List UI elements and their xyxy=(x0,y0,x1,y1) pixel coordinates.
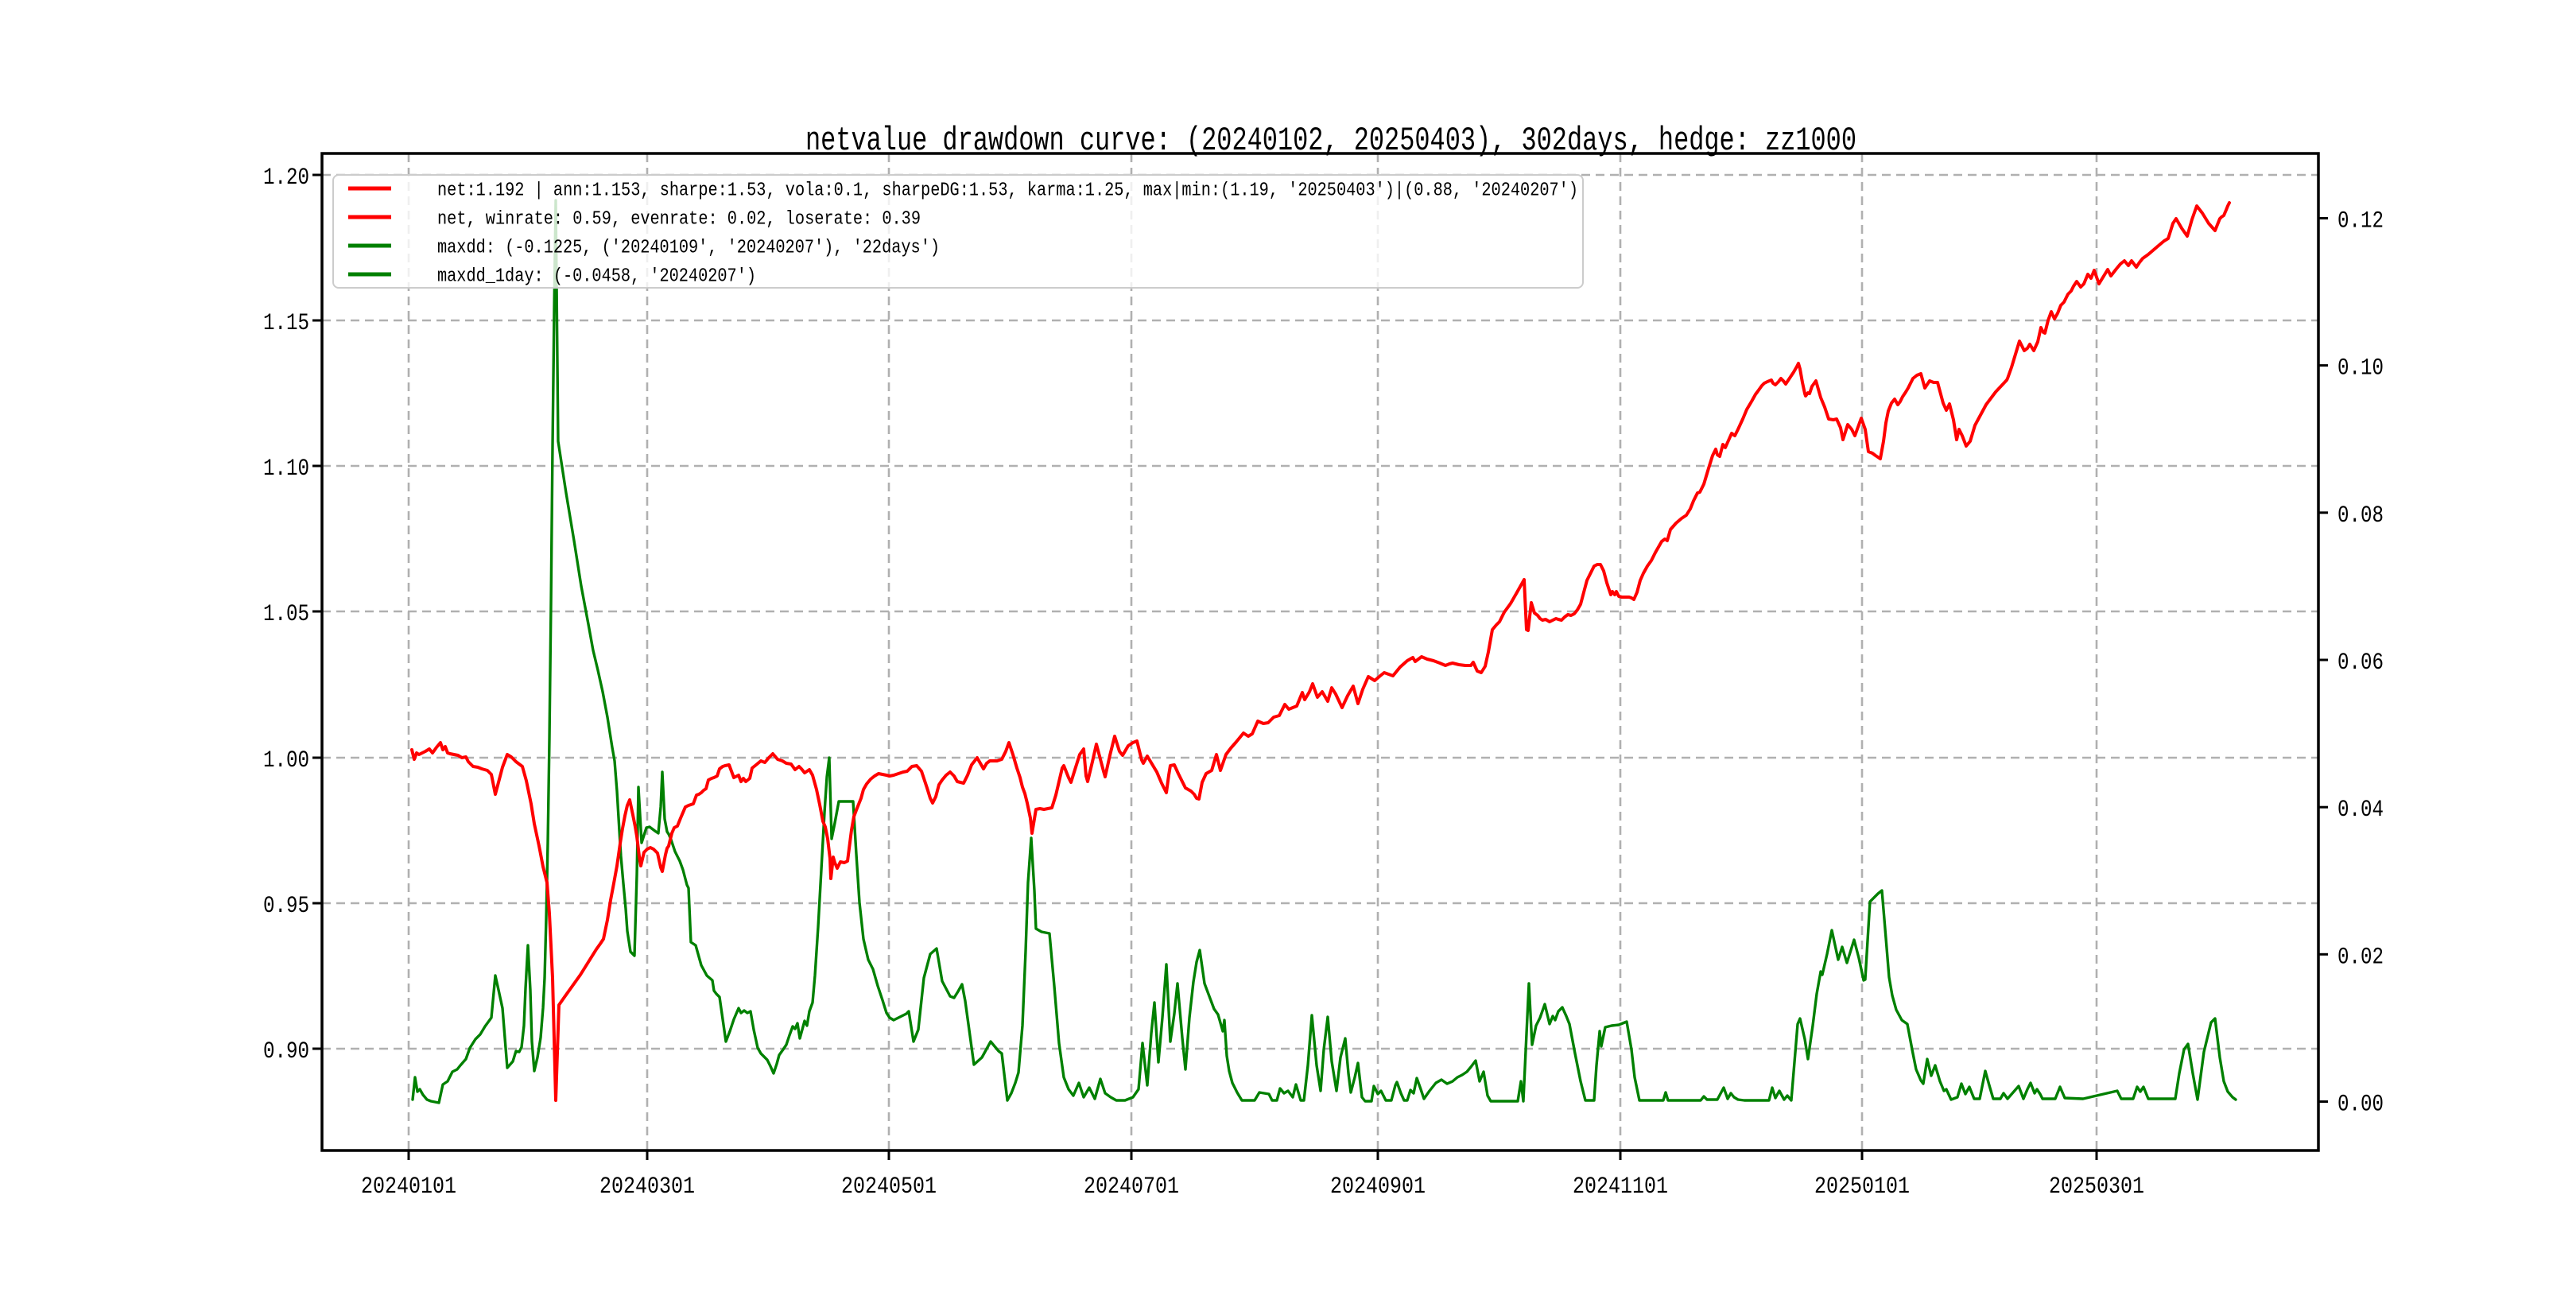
svg-text:net:1.192 | ann:1.153, sharpe:: net:1.192 | ann:1.153, sharpe:1.53, vola… xyxy=(437,180,1578,202)
svg-text:20250101: 20250101 xyxy=(1814,1174,1910,1201)
svg-text:1.20: 1.20 xyxy=(263,165,309,192)
svg-text:1.05: 1.05 xyxy=(263,601,309,628)
svg-text:0.00: 0.00 xyxy=(2337,1092,2384,1119)
svg-text:20240101: 20240101 xyxy=(361,1174,456,1201)
svg-text:20241101: 20241101 xyxy=(1573,1174,1668,1201)
svg-text:netvalue drawdown curve: (2024: netvalue drawdown curve: (20240102, 2025… xyxy=(805,122,1856,160)
svg-text:1.10: 1.10 xyxy=(263,456,309,483)
svg-text:maxdd_1day: (-0.0458, '2024020: maxdd_1day: (-0.0458, '20240207') xyxy=(437,266,756,288)
svg-text:20240701: 20240701 xyxy=(1084,1174,1179,1201)
svg-text:20240901: 20240901 xyxy=(1330,1174,1426,1201)
svg-text:20240301: 20240301 xyxy=(599,1174,695,1201)
svg-text:0.04: 0.04 xyxy=(2337,797,2384,824)
svg-text:0.90: 0.90 xyxy=(263,1038,309,1065)
svg-text:0.08: 0.08 xyxy=(2337,502,2384,530)
svg-text:1.15: 1.15 xyxy=(263,310,309,337)
svg-text:0.10: 0.10 xyxy=(2337,355,2384,382)
svg-text:20240501: 20240501 xyxy=(841,1174,937,1201)
svg-text:0.02: 0.02 xyxy=(2337,944,2384,971)
svg-text:0.95: 0.95 xyxy=(263,893,309,920)
svg-text:0.06: 0.06 xyxy=(2337,650,2384,677)
svg-text:0.12: 0.12 xyxy=(2337,208,2384,235)
svg-text:net, winrate: 0.59, evenrate:: net, winrate: 0.59, evenrate: 0.02, lose… xyxy=(437,209,921,231)
svg-text:maxdd: (-0.1225, ('20240109',: maxdd: (-0.1225, ('20240109', '20240207'… xyxy=(437,238,940,259)
svg-text:20250301: 20250301 xyxy=(2049,1174,2144,1201)
svg-text:1.00: 1.00 xyxy=(263,747,309,774)
